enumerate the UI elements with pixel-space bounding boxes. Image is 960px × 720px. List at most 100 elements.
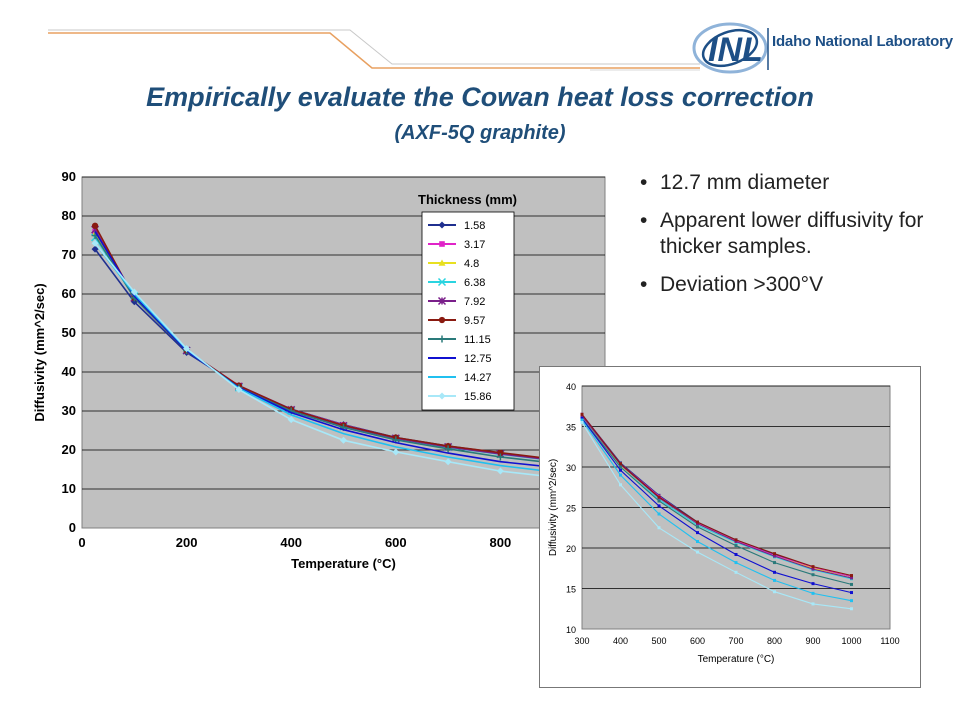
x-tick-label: 700: [728, 636, 743, 646]
x-tick-label: 0: [78, 535, 85, 550]
x-tick-label: 400: [280, 535, 302, 550]
data-point: [734, 561, 738, 565]
series-line: [581, 418, 852, 585]
legend-label: 15.86: [464, 391, 492, 403]
data-point: [850, 574, 853, 578]
data-point: [619, 465, 622, 469]
legend-marker: [438, 392, 446, 400]
bullet-text: 12.7 mm diameter: [660, 171, 830, 194]
x-tick-label: 1100: [880, 636, 899, 646]
data-point: [657, 504, 661, 508]
bullet-list: • 12.7 mm diameter • Apparent lower diffus…: [640, 170, 940, 310]
legend-label: 1.58: [464, 220, 485, 232]
data-point: [696, 520, 699, 524]
data-point: [811, 567, 815, 571]
data-point: [392, 448, 400, 456]
x-tick-label: 600: [385, 535, 407, 550]
logo-mark: INL: [708, 31, 763, 69]
bullet-dot: •: [640, 209, 648, 232]
y-tick-label: 70: [62, 247, 76, 262]
data-point: [773, 570, 776, 574]
y-tick-label: 40: [62, 364, 76, 379]
data-point: [696, 522, 699, 526]
y-tick-label: 0: [69, 520, 76, 535]
x-tick-label: 800: [767, 636, 782, 646]
data-point: [619, 468, 622, 472]
data-point: [850, 599, 853, 603]
logo-text: Idaho National Laboratory: [772, 33, 953, 50]
y-tick-label: 20: [566, 544, 576, 554]
plot-area: [81, 176, 606, 529]
data-point: [734, 538, 738, 542]
bullet-item: • Deviation >300°V: [640, 272, 940, 298]
x-tick-label: 800: [490, 535, 512, 550]
y-tick-label: 40: [566, 382, 576, 392]
main-diffusivity-chart: 010203040506070809002004006008001000Temp…: [32, 169, 619, 571]
legend-label: 12.75: [464, 353, 492, 365]
data-point: [91, 245, 99, 253]
data-point: [811, 573, 815, 577]
data-point: [734, 544, 738, 548]
data-point: [580, 414, 584, 418]
legend-label: 4.8: [464, 258, 479, 270]
x-tick-label: 400: [613, 636, 628, 646]
data-point: [811, 602, 815, 606]
legend-marker: [437, 296, 447, 306]
data-point: [696, 550, 699, 554]
slide-title: Empirically evaluate the Cowan heat loss…: [146, 82, 814, 112]
series-line: [581, 419, 852, 602]
x-tick-label: 200: [176, 535, 198, 550]
data-point: [497, 449, 504, 456]
legend-label: 3.17: [464, 239, 485, 251]
series-14.27: [94, 242, 606, 477]
data-point: [619, 473, 622, 477]
series-line: [94, 231, 606, 473]
data-point: [580, 418, 584, 422]
x-tick-label: 600: [690, 636, 705, 646]
legend-marker: [438, 221, 446, 229]
y-tick-label: 50: [62, 325, 76, 340]
data-point: [696, 525, 699, 529]
x-axis-label: Temperature (°C): [291, 556, 396, 571]
header-decoration: [48, 29, 700, 71]
data-point: [811, 591, 815, 595]
bullet-text: Deviation >300°V: [660, 273, 824, 296]
series-line: [580, 412, 853, 578]
series-line: [580, 420, 853, 611]
data-point: [340, 436, 347, 444]
data-point: [734, 570, 738, 574]
data-point: [734, 552, 738, 556]
data-point: [811, 582, 815, 586]
data-point: [496, 453, 504, 461]
data-point: [657, 495, 661, 499]
y-tick-label: 20: [62, 442, 76, 457]
x-tick-label: 900: [805, 636, 820, 646]
series-line: [580, 416, 853, 586]
series-line: [581, 415, 852, 579]
data-point: [496, 467, 504, 475]
series-12.75: [94, 231, 606, 473]
series-line: [94, 242, 606, 477]
bullet-item: • Apparent lower diffusivity for thicker …: [640, 208, 940, 260]
inset-chart-frame: 10 15 20 25 30 35 40 300 400 500 600 700 800 900 1000 1…: [539, 366, 921, 688]
data-point: [444, 445, 452, 453]
data-point: [811, 565, 815, 569]
data-point: [773, 554, 776, 558]
series-line: [581, 422, 852, 610]
legend-marker: [438, 335, 446, 343]
x-axis-label: Temperature (°C): [698, 654, 775, 665]
data-point: [696, 523, 699, 527]
x-tick-label: 1000: [841, 636, 861, 646]
data-point: [850, 607, 853, 611]
legend-label: 11.15: [464, 334, 491, 346]
y-axis-label: Diffusivity (mm^2/sec): [548, 459, 559, 556]
data-point: [580, 416, 584, 420]
y-tick-label: 10: [62, 481, 76, 496]
legend-marker: [438, 259, 446, 266]
x-tick-label: 500: [651, 636, 666, 646]
inset-diffusivity-chart: 10 15 20 25 30 35 40 300 400 500 600 700 800 900 1000 1…: [548, 382, 900, 665]
legend-marker: [437, 277, 447, 287]
data-point: [235, 386, 243, 394]
data-point: [580, 420, 584, 424]
